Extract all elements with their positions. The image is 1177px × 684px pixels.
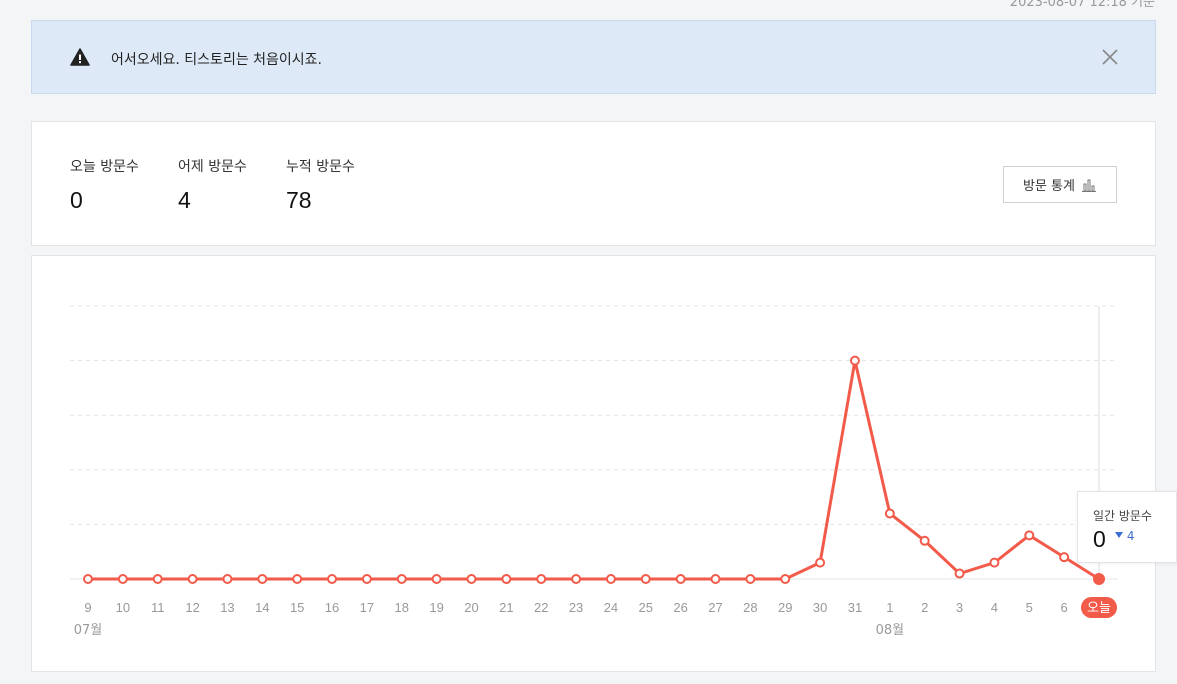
data-point [571,574,582,584]
bar-chart-icon [1081,179,1096,192]
data-point [222,574,233,584]
tooltip-diff: 4 [1115,529,1134,543]
x-tick-label: 20 [464,600,478,615]
x-tick-label: 10 [116,600,130,615]
data-point [954,568,965,579]
data-point [83,574,93,584]
yesterday-visits: 어제 방문수 4 [178,156,247,214]
data-point [117,574,128,584]
data-point [605,574,616,584]
data-point [292,574,303,584]
x-tick-label: 22 [534,600,548,615]
data-point [815,557,826,568]
x-tick-label: 18 [395,600,409,615]
data-point [431,574,442,584]
data-point [849,355,860,366]
x-tick-label: 23 [569,600,583,615]
x-tick-label: 14 [255,600,269,615]
x-tick-label: 30 [813,600,827,615]
data-point [187,574,198,584]
data-point [152,574,163,584]
data-point [257,574,268,584]
x-tick-label: 28 [743,600,757,615]
x-tick-label: 27 [708,600,722,615]
total-visits-value: 78 [286,187,312,213]
visitor-summary: 오늘 방문수 0 어제 방문수 4 누적 방문수 78 방문 통계 [31,121,1156,246]
x-tick-label: 1 [886,600,893,615]
x-tick-label: 16 [325,600,339,615]
welcome-notice: 어서오세요. 티스토리는 처음이시죠. [31,20,1156,94]
data-point [327,574,338,584]
x-tick-label: 26 [673,600,687,615]
data-point [675,574,686,584]
data-point [1024,530,1035,541]
x-tick-label: 19 [429,600,443,615]
data-point [536,574,547,584]
x-tick-label: 2 [921,600,928,615]
x-tick-label: 13 [220,600,234,615]
down-triangle-icon [1115,532,1123,538]
visits-series-line [88,359,1100,581]
x-tick-label: 5 [1026,600,1033,615]
yesterday-visits-value: 4 [178,187,191,213]
stats-timestamp: 2023-08-07 12:18 기준 [1009,0,1155,10]
warning-icon [70,48,90,66]
x-tick-label: 9 [84,600,91,615]
tooltip-diff-value: 4 [1126,529,1135,543]
data-point [710,574,721,584]
notice-message: 어서오세요. 티스토리는 처음이시죠. [111,52,322,68]
data-point [745,574,756,584]
data-point [361,574,372,584]
total-visits-label: 누적 방문수 [286,159,355,175]
month-label: 07월 [74,623,103,638]
x-tick-label: 11 [151,600,165,615]
today-visits-label: 오늘 방문수 [70,159,139,175]
data-point [919,535,930,546]
x-tick-label: 4 [991,600,998,615]
yesterday-visits-label: 어제 방문수 [178,159,247,175]
x-tick-label: 24 [604,600,618,615]
x-tick-label: 12 [185,600,199,615]
data-point [640,574,651,584]
daily-visits-chart-card [31,255,1156,672]
x-tick-label: 6 [1061,600,1068,615]
tooltip-value: 0 [1093,526,1106,552]
data-point [466,574,477,584]
today-label-badge [1081,597,1117,618]
today-visits-value: 0 [70,187,83,213]
data-point [1059,552,1070,563]
x-tick-label: 오늘 [1087,601,1111,616]
data-point [780,574,791,584]
data-point [989,557,1000,568]
x-tick-label: 29 [778,600,792,615]
tooltip-label: 일간 방문수 [1093,509,1153,523]
data-point [396,574,407,584]
visit-stats-button-label: 방문 통계 [1023,179,1075,194]
close-icon[interactable] [1101,48,1119,66]
today-visits: 오늘 방문수 0 [70,156,139,214]
data-point [501,574,512,584]
x-tick-label: 31 [848,600,862,615]
chart-tooltip: 일간 방문수 0 4 [1077,491,1177,563]
data-point [884,508,895,519]
x-tick-label: 3 [956,600,963,615]
x-tick-label: 15 [290,600,304,615]
visit-stats-button[interactable]: 방문 통계 [1003,166,1117,203]
month-label: 08월 [876,623,905,638]
total-visits: 누적 방문수 78 [286,156,355,214]
x-tick-label: 21 [499,600,513,615]
data-point [1093,573,1105,585]
x-tick-label: 17 [360,600,374,615]
x-tick-label: 25 [639,600,653,615]
